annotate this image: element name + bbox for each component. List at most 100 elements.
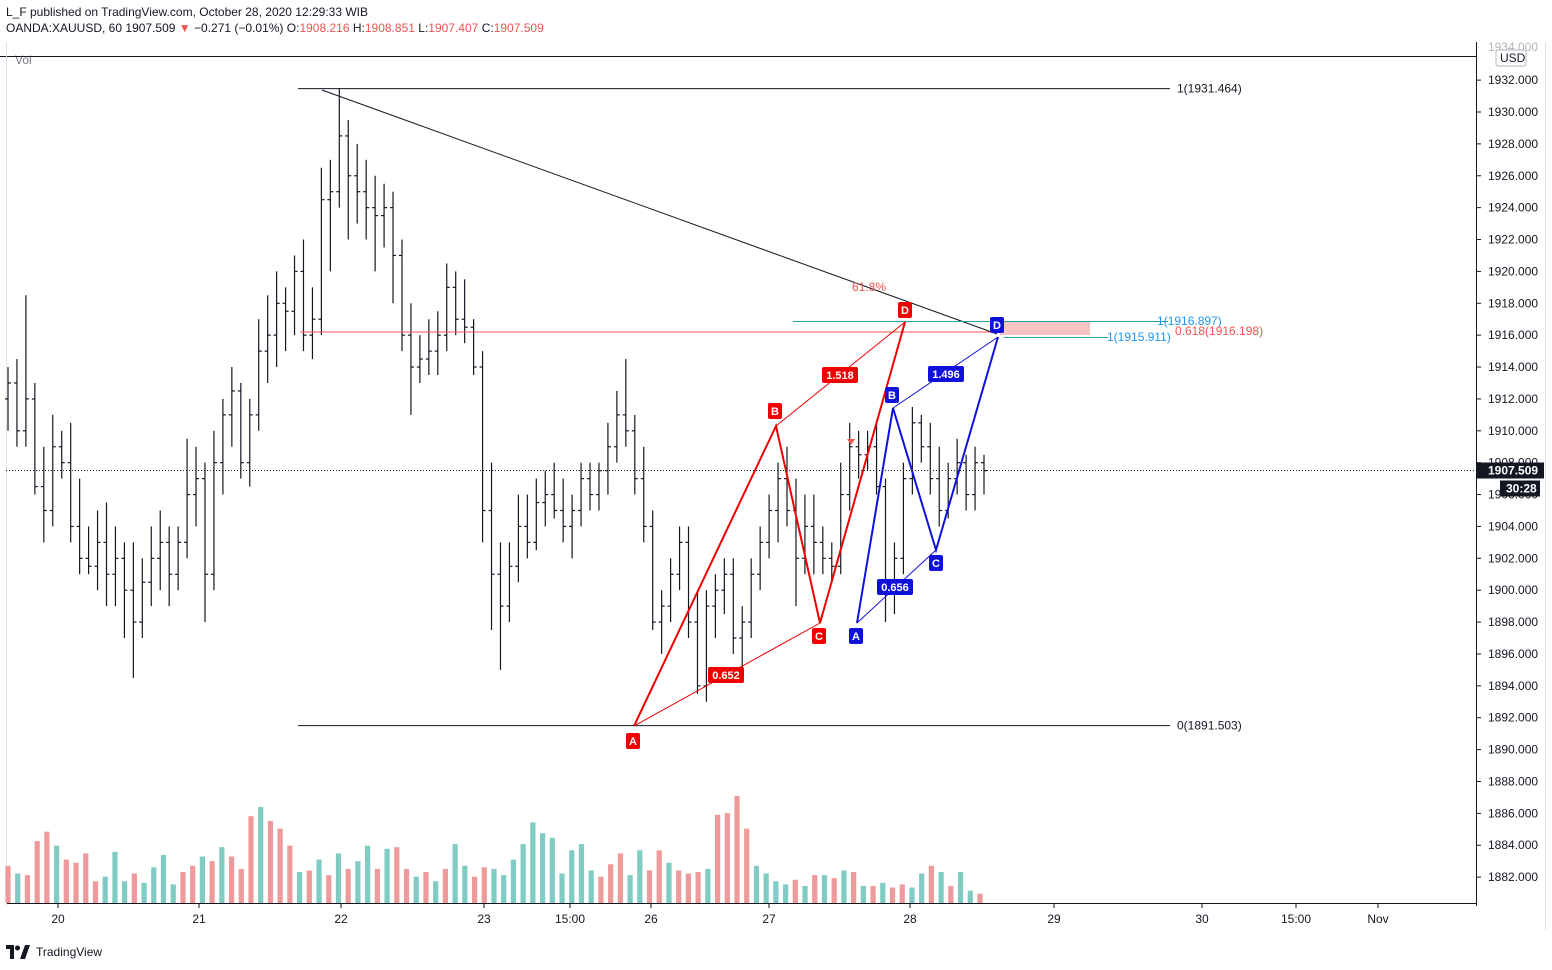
volume-bar bbox=[5, 865, 11, 903]
candle bbox=[497, 542, 504, 670]
candle bbox=[587, 462, 594, 511]
volume-bar bbox=[73, 862, 79, 903]
volume-bar bbox=[646, 870, 653, 903]
candle bbox=[452, 271, 459, 336]
volume-bar bbox=[520, 844, 526, 903]
blue-point-c: C bbox=[932, 558, 940, 570]
candle bbox=[246, 398, 253, 487]
candle bbox=[595, 462, 602, 511]
candle bbox=[425, 319, 432, 376]
volume-bar bbox=[773, 881, 779, 903]
volume-bar bbox=[889, 887, 896, 903]
close-label: C: bbox=[481, 21, 494, 35]
candle bbox=[757, 526, 764, 591]
y-tick-label: 1926.000 bbox=[1488, 169, 1538, 183]
volume-bar bbox=[131, 873, 137, 903]
x-tick-label: 15:00 bbox=[1281, 912, 1311, 926]
volume-bar bbox=[530, 822, 536, 903]
candle bbox=[470, 319, 477, 376]
red-point-b-box bbox=[768, 403, 782, 419]
y-tick-label: 1894.000 bbox=[1488, 679, 1538, 693]
volume-bar bbox=[34, 841, 40, 903]
volume-bar bbox=[802, 885, 808, 903]
target-red-label: 0.618(1916.198) bbox=[1175, 324, 1263, 338]
last-price: 1907.509 bbox=[125, 21, 176, 35]
x-tick-label: 26 bbox=[644, 912, 658, 926]
candle bbox=[282, 287, 289, 352]
candle bbox=[121, 542, 128, 639]
target-zone bbox=[1000, 321, 1090, 335]
volume-bar bbox=[287, 845, 293, 903]
volume-bar bbox=[190, 865, 196, 903]
volume-bar bbox=[199, 856, 205, 903]
candle bbox=[5, 367, 11, 431]
candle bbox=[694, 590, 701, 694]
candle bbox=[730, 558, 737, 654]
volume-bar bbox=[695, 872, 701, 903]
volume-bar bbox=[151, 867, 157, 903]
blue-point-c-box bbox=[929, 555, 943, 571]
volume-bar bbox=[92, 881, 99, 903]
candle bbox=[828, 542, 835, 583]
volume-bar bbox=[627, 875, 633, 903]
volume-bar bbox=[821, 875, 828, 903]
y-tick-label: 1896.000 bbox=[1488, 647, 1538, 661]
low-value: 1907.407 bbox=[428, 21, 479, 35]
volume-bar bbox=[957, 872, 964, 903]
volume-bar bbox=[345, 868, 351, 903]
currency-label: USD bbox=[1500, 51, 1526, 65]
trend-line bbox=[321, 89, 998, 335]
red-ratio-xb-box bbox=[708, 667, 744, 683]
candle bbox=[972, 446, 979, 511]
volume-bar bbox=[608, 864, 614, 903]
candle bbox=[909, 406, 916, 495]
candle bbox=[390, 191, 397, 304]
volume-bar bbox=[919, 873, 925, 903]
x-tick-label: 23 bbox=[477, 912, 491, 926]
volume-bar bbox=[160, 854, 167, 903]
x-tick-label: Nov bbox=[1367, 912, 1388, 926]
volume-bar bbox=[462, 865, 468, 903]
volume-bar bbox=[219, 847, 225, 903]
volume-bar bbox=[433, 881, 439, 903]
volume-bar bbox=[394, 847, 400, 903]
volume-bar bbox=[763, 873, 769, 903]
candle bbox=[900, 462, 907, 575]
x-tick-label: 30 bbox=[1195, 912, 1209, 926]
symbol-name[interactable]: OANDA:XAUUSD, 60 bbox=[6, 21, 123, 35]
volume-bar bbox=[501, 875, 507, 903]
currency-box[interactable] bbox=[1495, 49, 1527, 67]
marker-triangle-icon bbox=[847, 439, 855, 445]
candle bbox=[175, 526, 182, 591]
volume-bar bbox=[209, 861, 215, 903]
volume-bar bbox=[783, 884, 789, 903]
candle bbox=[855, 430, 862, 479]
countdown-box bbox=[1500, 480, 1540, 497]
x-tick-label: 27 bbox=[762, 912, 776, 926]
candle bbox=[219, 398, 226, 495]
volume-bar bbox=[831, 878, 837, 903]
tradingview-logo[interactable]: TradingView bbox=[6, 943, 102, 961]
volume-bar bbox=[355, 861, 361, 903]
volume-bar bbox=[365, 845, 371, 903]
candle bbox=[936, 446, 943, 527]
candle bbox=[882, 478, 889, 623]
volume-bar bbox=[423, 872, 429, 903]
y-tick-label: 1914.000 bbox=[1488, 360, 1538, 374]
candle bbox=[524, 494, 531, 559]
volume-bar bbox=[316, 859, 322, 903]
target-blue2-label: 1(1915.911) bbox=[1107, 330, 1171, 344]
candle bbox=[631, 414, 638, 495]
volume-bar bbox=[588, 870, 594, 903]
volume-bar bbox=[540, 833, 546, 903]
fib-bottom-label: 0(1891.503) bbox=[1177, 719, 1242, 733]
candle bbox=[210, 430, 217, 591]
change-down-icon: ▼ bbox=[178, 21, 191, 35]
y-tick-label: 1910.000 bbox=[1488, 424, 1538, 438]
blue-ratio-ac-box bbox=[877, 579, 913, 595]
volume-bar bbox=[948, 885, 954, 903]
volume-bar bbox=[753, 865, 760, 903]
volume-bar bbox=[841, 870, 847, 903]
candle bbox=[712, 574, 719, 639]
